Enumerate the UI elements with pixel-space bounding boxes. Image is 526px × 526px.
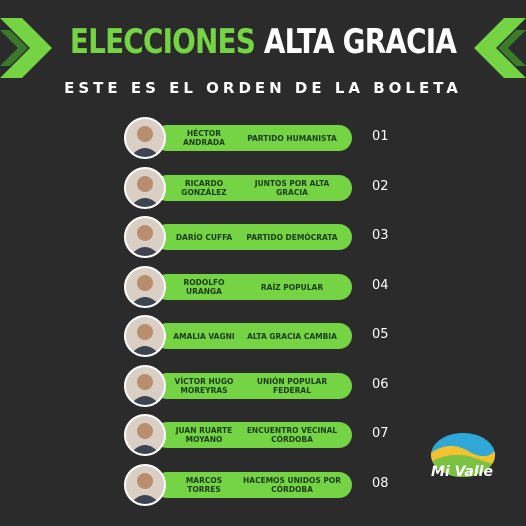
candidate-name: VÍCTOR HUGO MOREYRAS (174, 377, 234, 395)
candidate-row: MARCOS TORRES HACEMOS UNIDOS POR CÓRDOBA… (124, 464, 424, 508)
party-name: PARTIDO DEMÓCRATA (246, 232, 338, 242)
candidate-row: DARÍO CUFFA PARTIDO DEMÓCRATA 03 (124, 216, 424, 260)
person-icon (126, 119, 164, 157)
person-icon (126, 169, 164, 207)
candidate-name: HÉCTOR ANDRADA (183, 129, 225, 147)
avatar (124, 315, 166, 357)
ballot-number: 06 (372, 377, 389, 392)
avatar (124, 464, 166, 506)
title-alta-gracia: ALTA GRACIA (263, 22, 457, 62)
candidate-name: RODOLFO URANGA (183, 278, 225, 296)
candidate-pill: RICARDO GONZÁLEZ JUNTOS POR ALTA GRACIA (154, 175, 352, 201)
party-name: ENCUENTRO VECINAL CÓRDOBA (246, 426, 338, 444)
candidate-name: RICARDO GONZÁLEZ (181, 179, 227, 197)
candidate-pill: HÉCTOR ANDRADA PARTIDO HUMANISTA (154, 125, 352, 151)
candidate-row: AMALIA VAGNI ALTA GRACIA CAMBIA 05 (124, 315, 424, 359)
brand-logo-text: Mi Valle (431, 464, 493, 480)
party-name: UNIÓN POPULAR FEDERAL (256, 377, 328, 395)
candidate-row: RODOLFO URANGA RAÍZ POPULAR 04 (124, 266, 424, 310)
avatar (124, 414, 166, 456)
ballot-number: 04 (372, 278, 389, 293)
candidate-pill: VÍCTOR HUGO MOREYRAS UNIÓN POPULAR FEDER… (154, 373, 352, 399)
page-subtitle: ESTE ES EL ORDEN DE LA BOLETA (64, 79, 462, 97)
candidate-name: MARCOS TORRES (185, 476, 223, 494)
ballot-number: 02 (372, 179, 389, 194)
candidate-name: JUAN RUARTE MOYANO (175, 426, 233, 444)
candidate-pill: DARÍO CUFFA PARTIDO DEMÓCRATA (154, 224, 352, 250)
page-title: ELECCIONES ALTA GRACIA (47, 22, 478, 62)
ballot-number: 01 (372, 129, 389, 144)
party-name: RAÍZ POPULAR (260, 282, 324, 292)
candidate-name: AMALIA VAGNI (173, 331, 235, 341)
title-elecciones: ELECCIONES (69, 22, 256, 62)
party-name: PARTIDO HUMANISTA (247, 133, 337, 143)
candidate-pill: AMALIA VAGNI ALTA GRACIA CAMBIA (154, 323, 352, 349)
party-name: HACEMOS UNIDOS POR CÓRDOBA (243, 476, 341, 494)
ballot-number: 08 (372, 476, 389, 491)
avatar (124, 117, 166, 159)
ballot-number: 07 (372, 426, 389, 441)
person-icon (126, 367, 164, 405)
candidate-row: VÍCTOR HUGO MOREYRAS UNIÓN POPULAR FEDER… (124, 365, 424, 409)
avatar (124, 216, 166, 258)
person-icon (126, 317, 164, 355)
avatar (124, 167, 166, 209)
person-icon (126, 416, 164, 454)
person-icon (126, 268, 164, 306)
person-icon (126, 466, 164, 504)
candidate-pill: MARCOS TORRES HACEMOS UNIDOS POR CÓRDOBA (154, 472, 352, 498)
person-icon (126, 218, 164, 256)
party-name: JUNTOS POR ALTA GRACIA (254, 179, 330, 197)
candidate-row: JUAN RUARTE MOYANO ENCUENTRO VECINAL CÓR… (124, 414, 424, 458)
candidate-name: DARÍO CUFFA (175, 232, 233, 242)
candidate-row: HÉCTOR ANDRADA PARTIDO HUMANISTA 01 (124, 117, 424, 161)
candidate-row: RICARDO GONZÁLEZ JUNTOS POR ALTA GRACIA … (124, 167, 424, 211)
right-chevron-decoration (474, 18, 526, 78)
candidate-pill: JUAN RUARTE MOYANO ENCUENTRO VECINAL CÓR… (154, 422, 352, 448)
mi-valle-logo-icon (431, 433, 495, 477)
left-chevron-decoration (0, 18, 52, 78)
ballot-number: 03 (372, 228, 389, 243)
avatar (124, 365, 166, 407)
candidate-pill: RODOLFO URANGA RAÍZ POPULAR (154, 274, 352, 300)
party-name: ALTA GRACIA CAMBIA (247, 331, 337, 341)
avatar (124, 266, 166, 308)
ballot-number: 05 (372, 327, 389, 342)
